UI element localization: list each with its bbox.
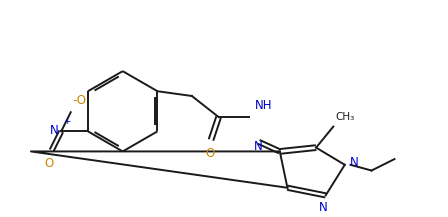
Text: -O: -O [73,94,86,107]
Text: +: + [63,117,71,126]
Text: NH: NH [255,99,272,112]
Text: N: N [349,156,358,169]
Text: N: N [254,140,263,153]
Text: O: O [205,147,215,160]
Text: N: N [50,124,58,137]
Text: O: O [44,157,53,170]
Text: CH₃: CH₃ [335,112,354,122]
Text: N: N [319,201,328,214]
